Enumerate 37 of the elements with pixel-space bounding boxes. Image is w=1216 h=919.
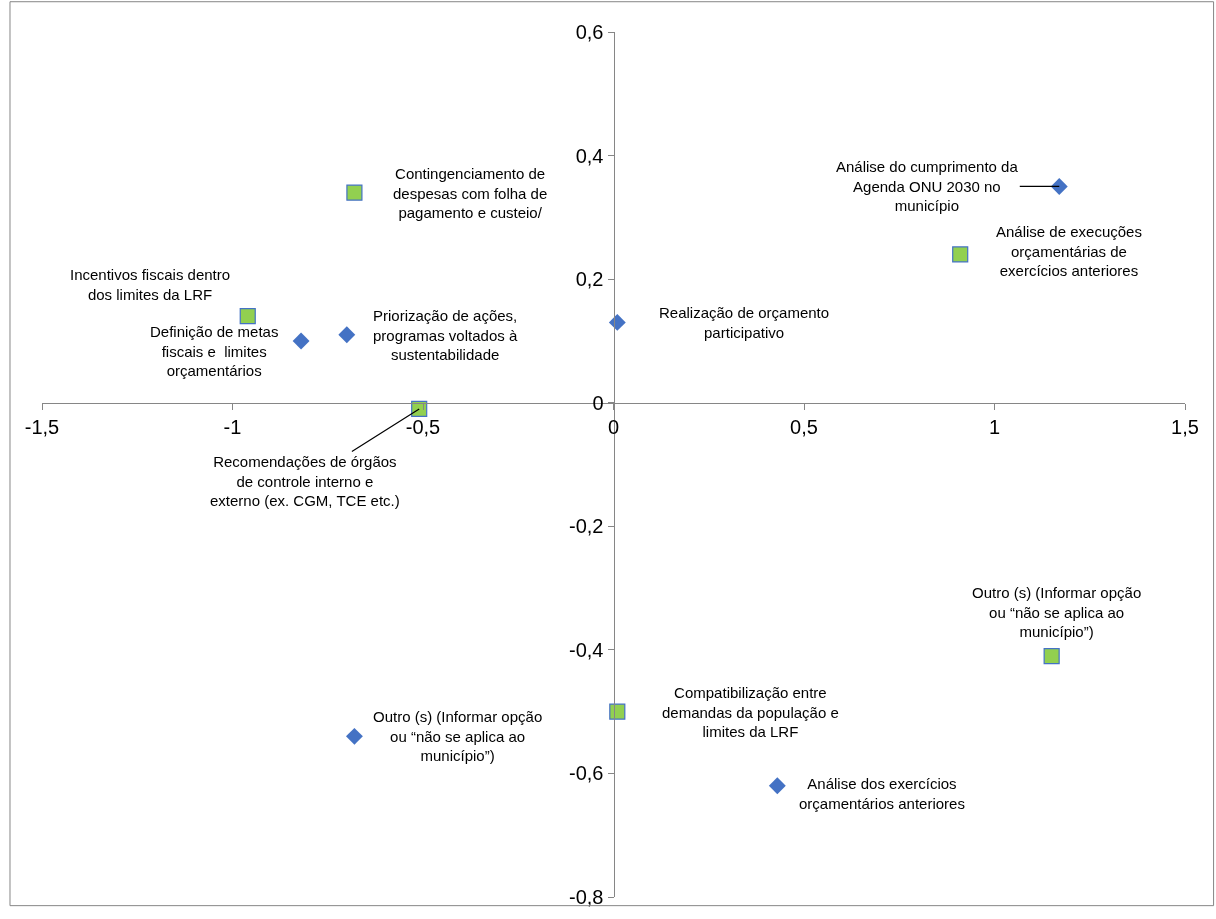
x-tick-label: 1,5 (1171, 415, 1199, 438)
x-tick-label: -1 (223, 415, 242, 438)
point (1043, 647, 1060, 665)
point (1050, 178, 1068, 195)
annotation: Contingenciamento de despesas com folha de pagamento e custeio/ (393, 165, 548, 221)
annotation: Análise dos exercícios orçamentários anteriores (799, 775, 965, 812)
y-tick-label: -0,2 (569, 515, 604, 538)
x-tick-label: -1,5 (24, 415, 60, 438)
y-tick-label: -0,6 (569, 762, 604, 785)
annotation: Outro (s) (Informar opção ou “não se aplica ao município”) (972, 584, 1142, 640)
x-tick-label: 0 (607, 415, 620, 438)
point (292, 332, 310, 350)
annotation: Recomendações de órgãos de controle interno e externo (ex. CGM, TCE etc.) (210, 453, 400, 509)
annotation: Compatibilização entre demandas da população e limites da LRF (662, 684, 839, 740)
annotation: Priorização de ações, programas voltados à sustentabilidade (373, 307, 518, 363)
point (239, 308, 256, 325)
annotation: Outro (s) (Informar opção ou “não se aplica ao município”) (373, 708, 543, 764)
annotation: Análise do cumprimento da Agenda ONU 2030 no município (836, 158, 1019, 214)
point (768, 777, 786, 795)
y-tick-label: 0 (592, 391, 604, 414)
y-tick-label: 0,4 (575, 144, 604, 167)
y-tick-label: 0,6 (575, 21, 604, 43)
x-tick-label: -0,5 (405, 415, 441, 438)
annotation: Definição de metas fiscais e limites orçamentários (150, 323, 279, 379)
x-tick-label: 1 (988, 415, 1001, 438)
point (609, 703, 626, 720)
point (345, 727, 363, 745)
point (346, 184, 363, 201)
point (338, 326, 356, 344)
annotation: Análise de execuções orçamentárias de exercícios anteriores (996, 223, 1142, 279)
y-tick-label: -0,4 (569, 638, 604, 661)
y-tick-label: 0,2 (575, 268, 604, 291)
annotation: Incentivos fiscais dentro dos limites da LRF (70, 266, 231, 303)
point (952, 246, 969, 263)
annotation: Realização de orçamento participativo (659, 304, 830, 341)
x-tick-label: 0,5 (790, 415, 818, 438)
y-tick-label: -0,8 (569, 886, 604, 908)
